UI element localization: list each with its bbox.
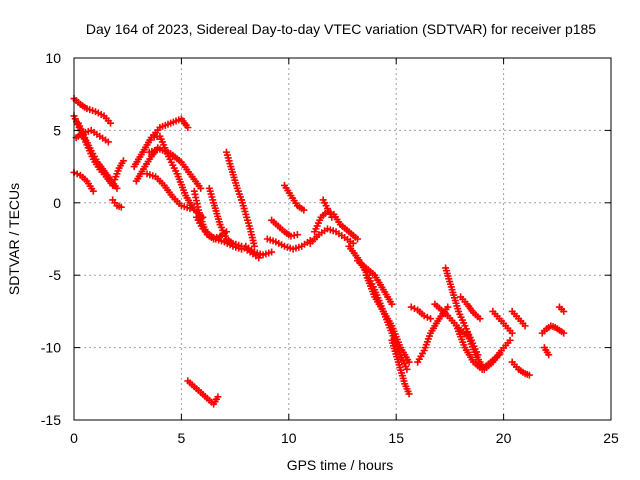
x-tick-label: 5: [178, 430, 186, 446]
data-point: [423, 313, 431, 321]
series-arc-16: [223, 148, 246, 204]
series-arc-36: [457, 293, 484, 323]
data-point: [525, 371, 533, 379]
x-tick-label: 0: [70, 430, 78, 446]
x-axis-tick-labels: 0 5 10 15 20 25: [70, 430, 619, 446]
series-arc-14: [192, 213, 246, 253]
data-point: [186, 205, 194, 213]
series-arc-7: [111, 157, 127, 184]
data-point: [214, 393, 222, 401]
series-arc-25: [319, 196, 336, 221]
data-point: [560, 307, 568, 315]
data-point: [407, 303, 415, 311]
data-point: [268, 248, 276, 256]
y-tick-label: -15: [41, 412, 61, 428]
data-point: [403, 365, 411, 373]
data-point: [197, 184, 205, 192]
data-point: [328, 213, 336, 221]
data-point: [560, 329, 568, 337]
x-tick-label: 20: [496, 430, 512, 446]
series-arc-12: [143, 170, 194, 213]
series-arc-22: [281, 181, 308, 214]
series-arc-21: [268, 216, 301, 240]
y-tick-label: -5: [49, 267, 62, 283]
data-point: [420, 312, 428, 320]
series-arc-5: [70, 168, 97, 195]
series-arc-35: [463, 329, 514, 373]
series-arc-30: [407, 303, 435, 323]
y-tick-label: 0: [53, 195, 61, 211]
series-arc-6: [109, 196, 125, 211]
chart-title: Day 164 of 2023, Sidereal Day-to-day VTE…: [86, 21, 596, 37]
series-arc-27: [354, 257, 396, 308]
data-point: [104, 138, 112, 146]
data-point: [349, 239, 357, 247]
series-arc-19: [184, 377, 222, 408]
data-point: [89, 187, 97, 195]
series-arc-20: [263, 235, 314, 253]
series-arc-26: [345, 242, 411, 373]
series-arc-29: [388, 336, 413, 398]
data-point: [107, 119, 115, 127]
axis-ticks: [73, 57, 612, 421]
series-arc-40: [538, 322, 568, 337]
x-tick-label: 25: [603, 430, 619, 446]
data-point: [119, 157, 127, 165]
series-arc-41: [540, 344, 553, 359]
y-axis-title: SDTVAR / TECUs: [6, 183, 22, 295]
series-arc-8: [130, 115, 192, 171]
y-tick-label: 10: [45, 50, 61, 66]
x-tick-label: 15: [388, 430, 404, 446]
data-point: [506, 336, 514, 344]
data-point: [73, 170, 81, 178]
data-point: [410, 305, 418, 313]
data-point: [117, 203, 125, 211]
series-arc-37: [489, 307, 516, 337]
y-tick-label: 5: [53, 122, 61, 138]
data-point: [293, 231, 301, 239]
series-arc-18: [242, 242, 276, 259]
data-point: [184, 124, 192, 132]
series-arc-28: [362, 271, 413, 366]
x-axis-title: GPS time / hours: [287, 457, 394, 473]
series-arc-38: [508, 307, 529, 330]
data-point: [300, 206, 308, 214]
series-arc-24: [306, 225, 357, 247]
data-point: [113, 184, 121, 192]
data-point: [508, 329, 516, 337]
series-arc-39: [508, 358, 533, 379]
series-arc-10: [145, 145, 205, 192]
data-point: [444, 303, 452, 311]
y-axis-tick-labels: 10 5 0 -5 -10 -15: [41, 50, 61, 428]
data-point: [405, 358, 413, 366]
series-arc-4: [74, 119, 121, 192]
x-tick-label: 10: [281, 430, 297, 446]
data-point: [545, 351, 553, 359]
grid-lines: [74, 58, 611, 420]
data-point: [255, 254, 263, 262]
data-point: [521, 322, 529, 330]
series-arc-17: [238, 196, 258, 250]
data-point: [476, 315, 484, 323]
data-point: [388, 300, 396, 308]
data-point: [354, 235, 362, 243]
series-arc-42: [555, 303, 568, 315]
data-point: [405, 390, 413, 398]
series-arc-31: [414, 303, 452, 366]
y-tick-label: -10: [41, 340, 61, 356]
plot-frame: [73, 57, 612, 421]
series-arc-23: [311, 207, 362, 243]
data-point: [427, 315, 435, 323]
data-points: [70, 95, 568, 408]
